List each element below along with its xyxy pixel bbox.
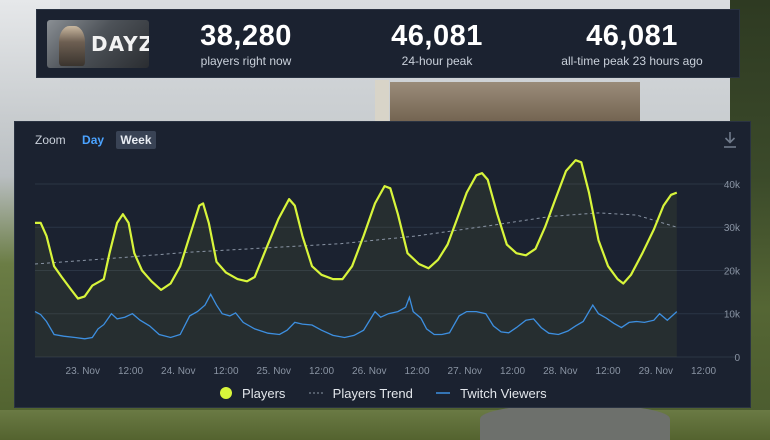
game-logo[interactable]: DAYZ xyxy=(47,20,149,68)
y-tick-label: 20k xyxy=(724,266,741,277)
x-tick-label: 12:00 xyxy=(214,366,239,377)
peak-24h-label: 24-hour peak xyxy=(401,54,473,68)
player-stats-bar: DAYZ 38,280 players right now 46,081 24-… xyxy=(36,9,740,78)
background-rock xyxy=(480,405,670,440)
trend-dash-icon xyxy=(309,392,324,394)
x-tick-label: 29. Nov xyxy=(639,366,673,377)
game-logo-text: DAYZ xyxy=(91,32,149,56)
y-tick-label: 40k xyxy=(724,180,741,191)
legend-players-trend[interactable]: Players Trend xyxy=(309,385,413,401)
x-tick-label: 12:00 xyxy=(691,366,716,377)
x-tick-label: 24. Nov xyxy=(161,366,195,377)
legend-players[interactable]: Players xyxy=(220,385,285,401)
zoom-week-button[interactable]: Week xyxy=(116,131,156,149)
y-tick-label: 10k xyxy=(724,310,741,321)
x-tick-label: 26. Nov xyxy=(352,366,386,377)
player-count-chart-panel: 0 10k 20k 30k 40k 23. Nov 12:00 24. Nov 12:00 25.… xyxy=(14,121,751,408)
zoom-label: Zoom xyxy=(35,133,66,147)
players-now-value: 38,280 xyxy=(200,20,292,52)
all-time-peak-label: all-time peak 23 hours ago xyxy=(561,54,703,68)
legend-twitch-label: Twitch Viewers xyxy=(460,385,547,401)
x-tick-label: 27. Nov xyxy=(448,366,482,377)
y-tick-label: 0 xyxy=(734,353,740,364)
stat-players-now: 38,280 players right now xyxy=(187,20,305,68)
x-tick-label: 23. Nov xyxy=(66,366,100,377)
zoom-day-button[interactable]: Day xyxy=(82,133,105,147)
legend-players-label: Players xyxy=(242,385,286,401)
x-tick-label: 28. Nov xyxy=(543,366,577,377)
series-line-players-trend xyxy=(34,212,677,265)
series-line-players xyxy=(35,159,678,300)
stat-24h-peak: 46,081 24-hour peak xyxy=(377,20,497,68)
background-post xyxy=(375,80,389,126)
chart-legend: Players Players Trend Twitch Viewers xyxy=(15,384,752,401)
background-house xyxy=(390,82,640,126)
x-tick-label: 12:00 xyxy=(596,366,621,377)
y-tick-label: 30k xyxy=(724,223,741,234)
players-dot-icon xyxy=(220,387,233,400)
stat-all-time-peak: 46,081 all-time peak 23 hours ago xyxy=(547,20,717,68)
twitch-line-icon xyxy=(436,392,451,394)
download-icon[interactable] xyxy=(722,131,738,149)
x-tick-label: 25. Nov xyxy=(257,366,291,377)
player-chart[interactable]: 0 10k 20k 30k 40k 23. Nov 12:00 24. Nov 12:00 25.… xyxy=(15,122,752,409)
x-tick-label: 12:00 xyxy=(309,366,334,377)
legend-twitch-viewers[interactable]: Twitch Viewers xyxy=(436,385,547,401)
series-line-twitch-viewers xyxy=(34,292,678,340)
x-tick-label: 12:00 xyxy=(118,366,143,377)
x-tick-label: 12:00 xyxy=(405,366,430,377)
legend-trend-label: Players Trend xyxy=(332,385,413,401)
players-now-label: players right now xyxy=(200,54,292,68)
zoom-controls: Zoom Day Week xyxy=(35,131,156,149)
x-tick-label: 12:00 xyxy=(500,366,525,377)
all-time-peak-value: 46,081 xyxy=(586,20,678,52)
character-figure-image xyxy=(59,26,85,66)
peak-24h-value: 46,081 xyxy=(391,20,483,52)
